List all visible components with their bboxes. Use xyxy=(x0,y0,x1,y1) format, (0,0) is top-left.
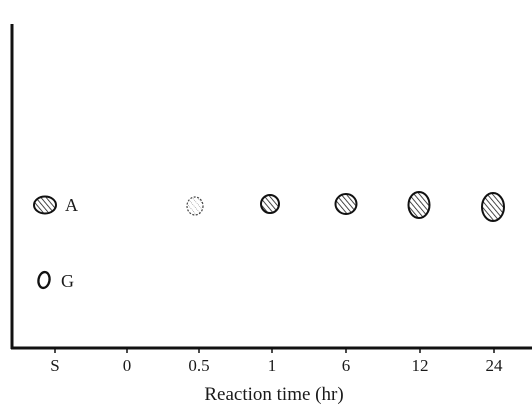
sample-spot-12 xyxy=(407,191,431,219)
standard-spot-A xyxy=(33,195,57,215)
lane-label-24: 24 xyxy=(485,356,503,375)
lane-label-12: 12 xyxy=(411,356,429,375)
sample-spot-1 xyxy=(260,194,280,214)
lane-label-0: 0 xyxy=(122,356,132,375)
lane-label-0.5: 0.5 xyxy=(188,356,210,375)
sample-spot-0.5 xyxy=(186,196,204,216)
standard-spot-G xyxy=(37,270,51,290)
lane-label-1: 1 xyxy=(267,356,277,375)
standard-label-G: G xyxy=(61,271,74,291)
standard-label-A: A xyxy=(65,195,78,215)
x-axis-title: Reaction time (hr) xyxy=(204,384,344,405)
sample-spot-24 xyxy=(481,192,505,222)
lane-label-S: S xyxy=(50,356,60,375)
lane-label-6: 6 xyxy=(341,356,351,375)
sample-spot-6 xyxy=(334,193,358,215)
